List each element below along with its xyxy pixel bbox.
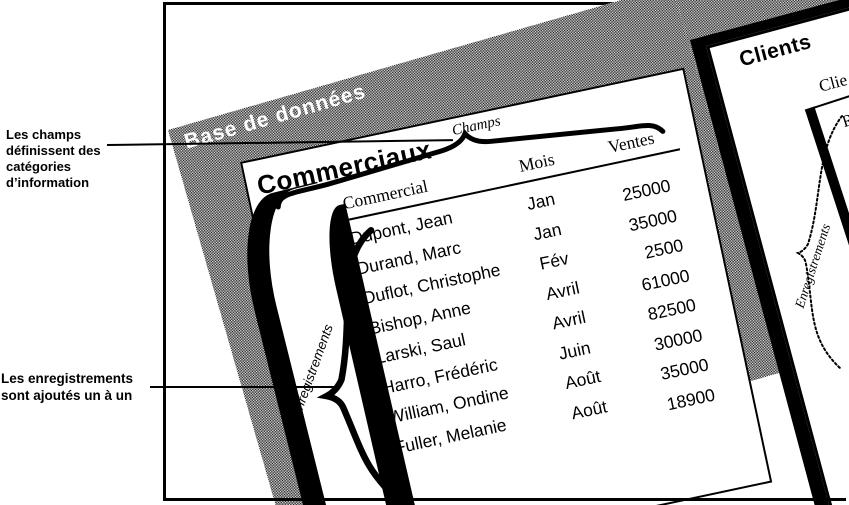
fields-brace [275, 123, 666, 210]
records-callout-note: Les enregistrements sont ajoutés un à un [1, 370, 133, 404]
commerciaux-card-content: Commerciaux Champs Commercial Mois Vente… [240, 68, 767, 505]
diagram-frame-bottom-border [163, 498, 846, 501]
cell-ventes: 18900 [665, 384, 717, 415]
cell-mois: Juin [556, 337, 593, 364]
cell-mois: Avril [550, 306, 588, 334]
cell-mois: Août [563, 365, 603, 394]
records-brace [316, 226, 402, 504]
fields-note-line: définissent des [6, 143, 101, 158]
cell-mois: Avril [544, 277, 582, 305]
cell-mois: Jan [524, 188, 557, 215]
cell-mois: Fév [537, 248, 571, 274]
records-note-line: sont ajoutés un à un [1, 388, 133, 403]
fields-note-line: Les champs [6, 127, 82, 142]
clients-card-title: Clients [736, 30, 814, 72]
cell-mois: Août [569, 396, 609, 424]
fields-callout-note: Les champs définissent des catégories d’… [6, 127, 101, 191]
fields-note-line: catégories [6, 159, 72, 174]
fields-note-line: d’information [6, 175, 90, 190]
clients-records-brace [795, 115, 843, 369]
cell-mois: Jan [531, 218, 564, 245]
records-connector-line [150, 386, 334, 388]
records-note-line: Les enregistrements [1, 371, 134, 386]
clients-column-header-fragment: Clie [816, 70, 849, 96]
